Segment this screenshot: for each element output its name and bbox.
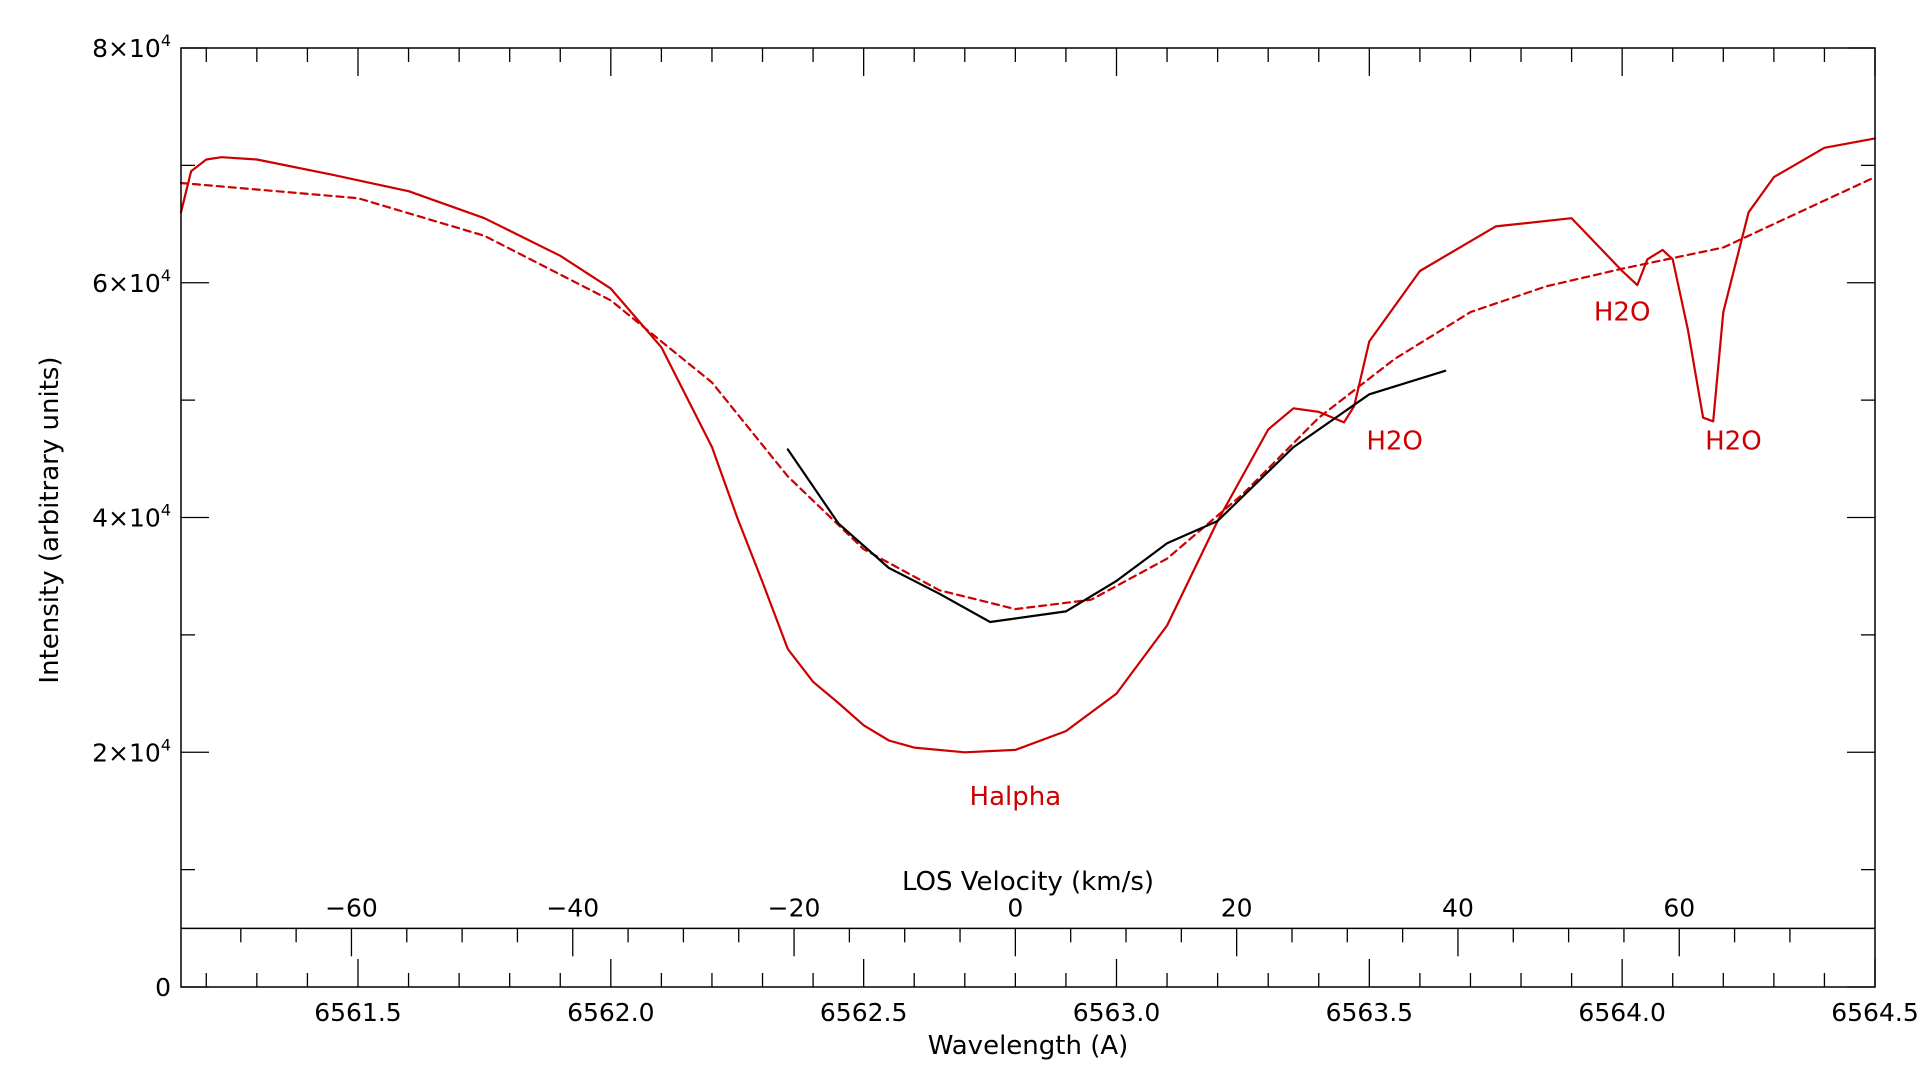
plot-frame: [180, 47, 1876, 988]
annotation-label: Halpha: [970, 782, 1062, 812]
annotations-layer: Halpha H2O H2O H2O: [970, 297, 1762, 812]
velocity-tick-label: 20: [1221, 893, 1253, 922]
series-line-halpha-fit: [179, 176, 1877, 611]
series-line-model-profile: [786, 369, 1447, 624]
annotation-label: H2O: [1594, 297, 1651, 327]
series-line-halpha-observed: [179, 137, 1877, 754]
x-tick-label: 6564.0: [1578, 998, 1665, 1027]
tick-marks: [181, 47, 1876, 988]
x-axis-title: Wavelength (A): [928, 1031, 1129, 1061]
annotation-label: H2O: [1705, 426, 1762, 456]
annotation-label: H2O: [1366, 426, 1423, 456]
y-tick-label: 4×104: [92, 501, 171, 533]
velocity-tick-label: 40: [1442, 893, 1474, 922]
y-tick-label: 2×104: [92, 735, 171, 767]
x-tick-label: 6563.5: [1326, 998, 1413, 1027]
velocity-tick-label: −20: [768, 893, 821, 922]
x-tick-label: 6561.5: [314, 998, 401, 1027]
velocity-tick-label: 0: [1007, 893, 1023, 922]
x-tick-label: 6564.5: [1831, 998, 1918, 1027]
series-layer: [179, 137, 1877, 754]
y-tick-label: 6×104: [92, 266, 171, 298]
y-tick-label: 8×104: [92, 31, 171, 63]
velocity-axis-title: LOS Velocity (km/s): [902, 867, 1154, 897]
y-tick-label: 0: [155, 973, 171, 1002]
velocity-tick-label: −60: [325, 893, 378, 922]
x-tick-label: 6562.5: [820, 998, 907, 1027]
y-axis-title: Intensity (arbitrary units): [35, 356, 65, 683]
velocity-tick-label: −40: [546, 893, 599, 922]
x-tick-label: 6562.0: [567, 998, 654, 1027]
velocity-tick-label: 60: [1663, 893, 1695, 922]
x-tick-label: 6563.0: [1073, 998, 1160, 1027]
labels-layer: 0 2×104 4×104 6×104 8×104 6561.5 6562.0 6562.5 6…: [92, 31, 1919, 1027]
